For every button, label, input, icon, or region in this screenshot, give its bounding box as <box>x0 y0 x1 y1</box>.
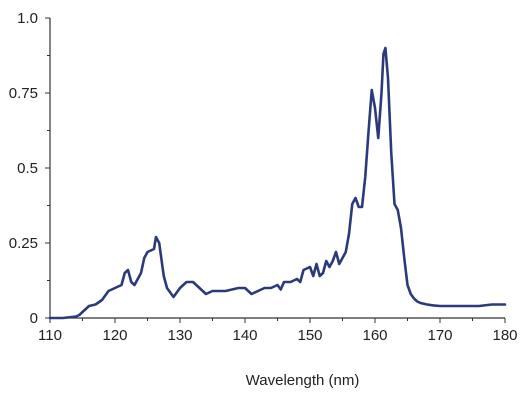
x-tick-label: 110 <box>38 327 62 344</box>
y-tick-label: 0 <box>30 310 38 327</box>
x-axis-ticks: 110 120 130 140 150 160 170 180 <box>38 318 518 344</box>
x-tick-label: 120 <box>102 327 127 344</box>
y-axis-ticks: 0 0.25 0.5 0.75 1.0 <box>9 10 50 327</box>
x-tick-label: 160 <box>362 327 387 344</box>
axes <box>49 18 505 319</box>
x-tick-label: 170 <box>427 327 452 344</box>
x-tick-label: 130 <box>167 327 192 344</box>
y-tick-label: 1.0 <box>17 10 38 27</box>
y-tick-label: 0.5 <box>17 160 38 177</box>
x-tick-label: 150 <box>297 327 322 344</box>
x-tick-label: 140 <box>232 327 257 344</box>
series-layer <box>48 46 507 320</box>
spectrum-line <box>48 46 507 320</box>
x-tick-label: 180 <box>492 327 517 344</box>
y-tick-label: 0.75 <box>9 85 38 102</box>
x-axis-title: Wavelength (nm) <box>246 372 360 389</box>
y-tick-label: 0.25 <box>9 235 38 252</box>
